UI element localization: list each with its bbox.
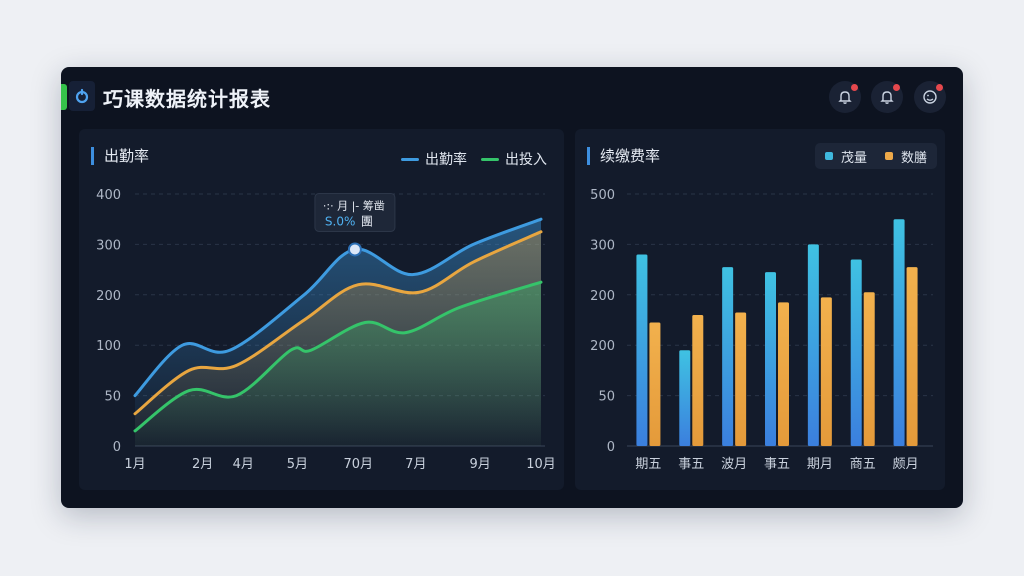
user-badge xyxy=(936,84,943,91)
renewal-panel-title: 续缴费率 xyxy=(587,147,660,165)
renewal-panel: 续缴费率 茂量 数膳 0 50 200 200 300 500 期五 事五 波月 事五 期月 商五 颇月 xyxy=(575,129,945,490)
app-logo-icon xyxy=(69,81,95,111)
bar-series-b[interactable] xyxy=(778,302,789,446)
y-tick-label: 50 xyxy=(104,390,121,405)
alerts-button[interactable] xyxy=(871,81,903,113)
y-tick-label: 200 xyxy=(590,339,615,354)
legend-swatch xyxy=(884,152,893,160)
series-line xyxy=(133,280,543,433)
y-tick-label: 50 xyxy=(598,390,615,405)
highlight-point[interactable] xyxy=(347,242,362,257)
x-tick-label: 期月 xyxy=(807,457,833,472)
notification-button[interactable] xyxy=(829,81,861,113)
x-tick-label: 4月 xyxy=(233,457,254,472)
app-header: 巧课数据统计报表 xyxy=(61,67,963,125)
y-tick-label: 400 xyxy=(96,188,121,203)
tooltip-unit: 團 xyxy=(361,214,373,228)
legend-swatch xyxy=(401,157,419,161)
series-line xyxy=(133,230,543,416)
bar-series-b[interactable] xyxy=(820,297,832,446)
header-accent-bar xyxy=(61,84,67,110)
legend-swatch xyxy=(481,157,499,161)
attendance-panel-title: 出勤率 xyxy=(91,147,149,165)
y-tick-label: 200 xyxy=(96,289,121,304)
x-tick-label: 商五 xyxy=(850,457,876,472)
legend-item-series-a[interactable]: 茂量 xyxy=(824,147,867,166)
y-tick-label: 300 xyxy=(590,238,615,253)
bar-series-a[interactable] xyxy=(636,254,648,446)
bar-series-b[interactable] xyxy=(649,322,661,446)
notification-badge xyxy=(851,84,858,91)
report-window: 巧课数据统计报表 出勤率 xyxy=(61,67,963,508)
x-tick-label: 70月 xyxy=(344,457,374,472)
x-tick-label: 颇月 xyxy=(893,456,919,472)
page-title: 巧课数据统计报表 xyxy=(103,87,271,111)
alerts-badge xyxy=(893,84,900,91)
attendance-panel: 出勤率 出勤率 出投入 0 50 100 200 300 400 1月 2月 4月 5月 70月 7月… xyxy=(79,129,564,490)
bell-icon xyxy=(838,91,852,104)
user-button[interactable] xyxy=(914,81,946,113)
x-tick-label: 1月 xyxy=(124,457,145,472)
y-tick-label: 0 xyxy=(113,440,121,455)
legend-label: 数膳 xyxy=(900,150,927,166)
y-tick-label: 500 xyxy=(590,188,615,203)
legend-label: 出投入 xyxy=(505,152,547,168)
tooltip-value: S.0% xyxy=(325,214,355,228)
y-tick-label: 200 xyxy=(590,289,615,304)
bar-series-a[interactable] xyxy=(722,267,734,446)
chart-tooltip: ·:· 月 |- 筹凿 S.0% 團 xyxy=(314,192,396,232)
renewal-bar-chart: 0 50 200 200 300 500 期五 事五 波月 事五 期月 商五 颇月 xyxy=(590,188,933,472)
user-icon xyxy=(923,90,937,104)
tooltip-line1: ·:· 月 |- 筹凿 xyxy=(323,198,385,212)
bar-series-b[interactable] xyxy=(692,314,704,446)
x-tick-label: 波月 xyxy=(721,457,747,472)
legend-item-series-b[interactable]: 数膳 xyxy=(884,147,927,166)
x-tick-label: 5月 xyxy=(287,457,308,472)
legend-swatch xyxy=(824,152,833,160)
bar-series-b[interactable] xyxy=(735,312,747,446)
bar-series-a[interactable] xyxy=(765,272,776,446)
bar-legend: 茂量 数膳 xyxy=(814,143,937,169)
bar-series-a[interactable] xyxy=(679,350,691,446)
x-tick-label: 事五 xyxy=(764,457,790,472)
series-area xyxy=(135,282,541,446)
bar-series-b[interactable] xyxy=(863,292,875,446)
attendance-line-chart: 0 50 100 200 300 400 1月 2月 4月 5月 70月 7月 9月 10月 ·:· 月 |… xyxy=(96,188,556,472)
y-tick-label: 0 xyxy=(607,440,615,455)
x-tick-label: 9月 xyxy=(469,457,490,472)
bell-icon xyxy=(880,91,894,104)
legend-item-input[interactable]: 出投入 xyxy=(481,149,547,169)
bar-series-a[interactable] xyxy=(807,244,819,446)
bar-series-b[interactable] xyxy=(906,267,918,446)
y-tick-label: 100 xyxy=(96,339,121,354)
legend-label: 茂量 xyxy=(840,150,867,166)
x-tick-label: 7月 xyxy=(405,457,426,472)
bar-series-a[interactable] xyxy=(850,259,862,446)
series-line xyxy=(133,217,543,398)
bar-series-a[interactable] xyxy=(893,219,905,446)
legend-item-attendance[interactable]: 出勤率 xyxy=(401,149,467,169)
x-tick-label: 10月 xyxy=(526,457,556,472)
x-tick-label: 事五 xyxy=(678,457,704,472)
x-tick-label: 2月 xyxy=(192,457,213,472)
y-tick-label: 300 xyxy=(96,238,121,253)
x-tick-label: 期五 xyxy=(635,457,661,472)
legend-label: 出勤率 xyxy=(425,152,467,168)
